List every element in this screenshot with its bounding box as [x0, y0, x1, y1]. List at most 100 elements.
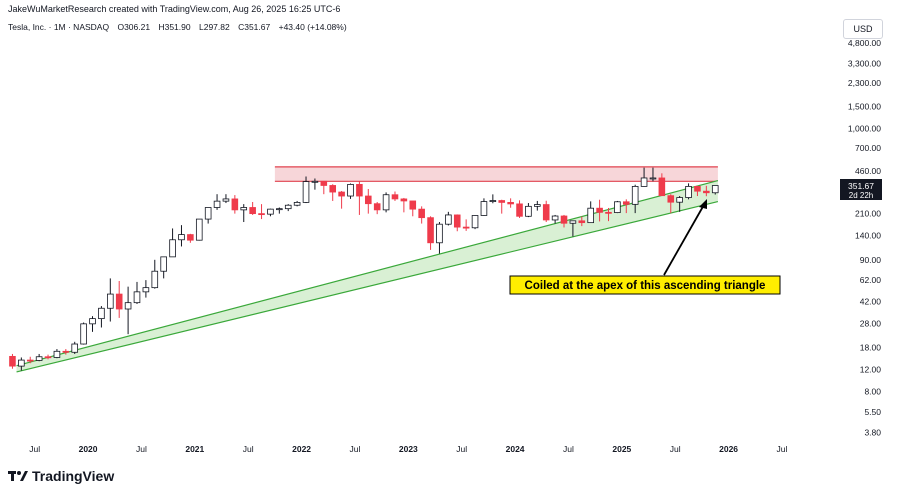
candle [160, 256, 167, 279]
candle [276, 207, 283, 214]
candle [124, 286, 132, 335]
candle-body [26, 359, 34, 362]
candle-body [249, 207, 256, 215]
candle [596, 199, 603, 222]
candle-body [213, 200, 221, 208]
candle-body [293, 202, 301, 206]
time-axis[interactable]: Jul 2020 Jul 2021 Jul 2022 Jul 2023 Jul 2024 Jul 20… [29, 444, 787, 454]
candle-body [222, 198, 230, 202]
candle [534, 200, 541, 211]
candle-body [551, 215, 559, 221]
candle [667, 194, 675, 214]
time-tick-label: 2026 [719, 444, 738, 454]
candle [445, 211, 452, 226]
price-axis[interactable]: 3.80 5.50 8.00 12.00 18.00 28.00 42.00 62.00 90.… [848, 38, 881, 437]
candle-body [133, 291, 141, 304]
candle-body [569, 220, 577, 224]
candle [365, 188, 372, 214]
annotation-text: Coiled at the apex of this ascending tri… [525, 280, 766, 292]
candle-body [44, 356, 52, 359]
candle [658, 173, 666, 197]
candle-body [80, 323, 87, 345]
candle-body [338, 191, 345, 197]
candle-body [614, 201, 621, 213]
time-tick-label: 2020 [79, 444, 98, 454]
symbol-name[interactable]: Tesla, Inc. · 1M · NASDAQ [8, 22, 110, 32]
candle [471, 215, 479, 230]
time-tick-label: Jul [777, 444, 788, 454]
price-tick-label: 62.00 [860, 275, 882, 285]
candle [249, 201, 256, 215]
candle-body [525, 205, 532, 217]
candle [347, 183, 354, 199]
candle-body [204, 207, 212, 220]
candle [391, 191, 399, 201]
candle [676, 196, 683, 212]
candle-body [640, 177, 648, 187]
candle-body [534, 204, 541, 207]
tradingview-logo-text: TradingView [32, 468, 115, 484]
ohlc-close: C351.67 [238, 22, 271, 32]
candle [115, 281, 123, 318]
annotation: Coiled at the apex of this ascending tri… [509, 199, 781, 295]
candle [9, 353, 16, 369]
ohlc-open: O306.21 [117, 22, 151, 32]
candle [169, 228, 176, 258]
candle-body [329, 185, 336, 193]
candle-body [187, 234, 194, 241]
candle-body [498, 200, 506, 203]
candle-body [516, 203, 523, 217]
candle [98, 306, 105, 328]
candle [480, 198, 488, 216]
candle-body [711, 185, 719, 194]
candle-body [365, 195, 372, 205]
candle [71, 341, 79, 354]
support-channel [16, 180, 718, 372]
resistance-zone [274, 166, 718, 182]
price-tick-label: 2,300.00 [848, 78, 881, 88]
annotation-arrow-head [699, 199, 707, 209]
annotation-box [509, 275, 781, 295]
tradingview-logo[interactable]: TradingView [8, 468, 114, 484]
candle [18, 357, 25, 371]
candle-body [667, 195, 675, 203]
candle-body [142, 287, 150, 293]
candle-body [382, 194, 390, 211]
candle-body [107, 293, 114, 309]
candle [293, 200, 301, 207]
current-price-value: 351.67 [848, 181, 874, 191]
candle-body [462, 226, 470, 229]
support-lower-line [16, 200, 719, 373]
candle-body [605, 211, 612, 214]
candle [409, 200, 417, 217]
candle-body [587, 207, 594, 224]
time-tick-label: 2021 [185, 444, 204, 454]
candle-body [62, 350, 70, 353]
candle-body [649, 177, 657, 180]
candle-body [9, 355, 16, 367]
candle [240, 204, 248, 223]
candle [631, 184, 639, 214]
candle-body [542, 204, 550, 221]
tradingview-logo-icon [8, 471, 28, 481]
candle-body [409, 200, 417, 210]
candle [258, 204, 265, 220]
candle [436, 222, 443, 254]
candle [542, 200, 550, 223]
candle [338, 191, 345, 209]
currency-selector[interactable]: USD [843, 19, 883, 39]
price-tick-label: 3,300.00 [848, 58, 881, 68]
candle-body [320, 180, 328, 186]
candle-body [427, 217, 434, 244]
candle [578, 216, 586, 227]
candle-body [347, 184, 354, 197]
candle-body [391, 194, 399, 200]
candle-body [694, 186, 701, 192]
candle-body [18, 359, 25, 367]
candle-body [53, 350, 61, 358]
candle [640, 167, 648, 187]
price-tick-label: 700.00 [855, 143, 881, 153]
current-price-box [840, 179, 882, 200]
candle [685, 183, 692, 200]
